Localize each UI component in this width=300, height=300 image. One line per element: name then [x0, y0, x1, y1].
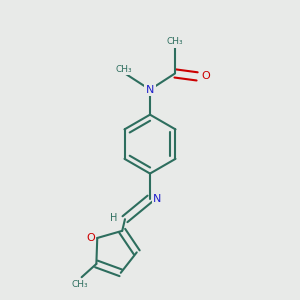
- Text: CH₃: CH₃: [72, 280, 88, 289]
- Text: CH₃: CH₃: [115, 64, 132, 74]
- Text: N: N: [146, 85, 154, 94]
- Text: CH₃: CH₃: [167, 38, 183, 46]
- Text: N: N: [153, 194, 161, 204]
- Text: H: H: [110, 213, 118, 223]
- Text: O: O: [201, 71, 210, 81]
- Text: O: O: [86, 233, 95, 243]
